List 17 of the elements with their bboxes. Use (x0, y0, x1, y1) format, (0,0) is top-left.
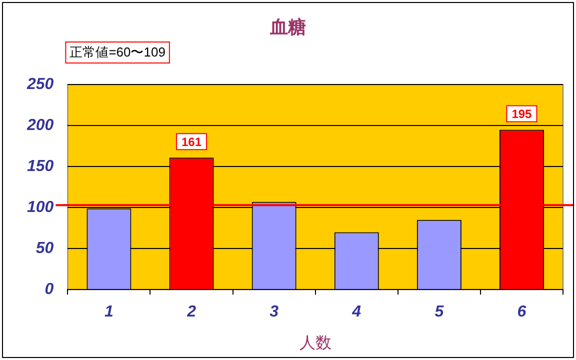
y-tick-label: 250 (26, 76, 54, 94)
x-tick-label: 3 (270, 304, 279, 321)
y-tick-label: 100 (26, 199, 54, 216)
text: 正常値=60〜109 (70, 44, 166, 60)
x-tick-label: 1 (104, 304, 114, 321)
x-tick-label: 2 (186, 304, 196, 321)
data-label: 161 (182, 134, 202, 149)
y-tick-label: 0 (44, 281, 54, 298)
y-tick-label: 50 (36, 240, 54, 258)
x-tick-label: 6 (517, 304, 526, 321)
x-axis-title: 人数 (299, 334, 332, 352)
x-tick-label: 4 (351, 304, 362, 321)
chart-title: 血糖 (269, 16, 306, 37)
y-tick-label: 150 (26, 158, 54, 176)
y-tick-label: 200 (26, 117, 54, 134)
x-tick-label: 5 (434, 304, 445, 321)
data-label: 195 (512, 107, 532, 122)
